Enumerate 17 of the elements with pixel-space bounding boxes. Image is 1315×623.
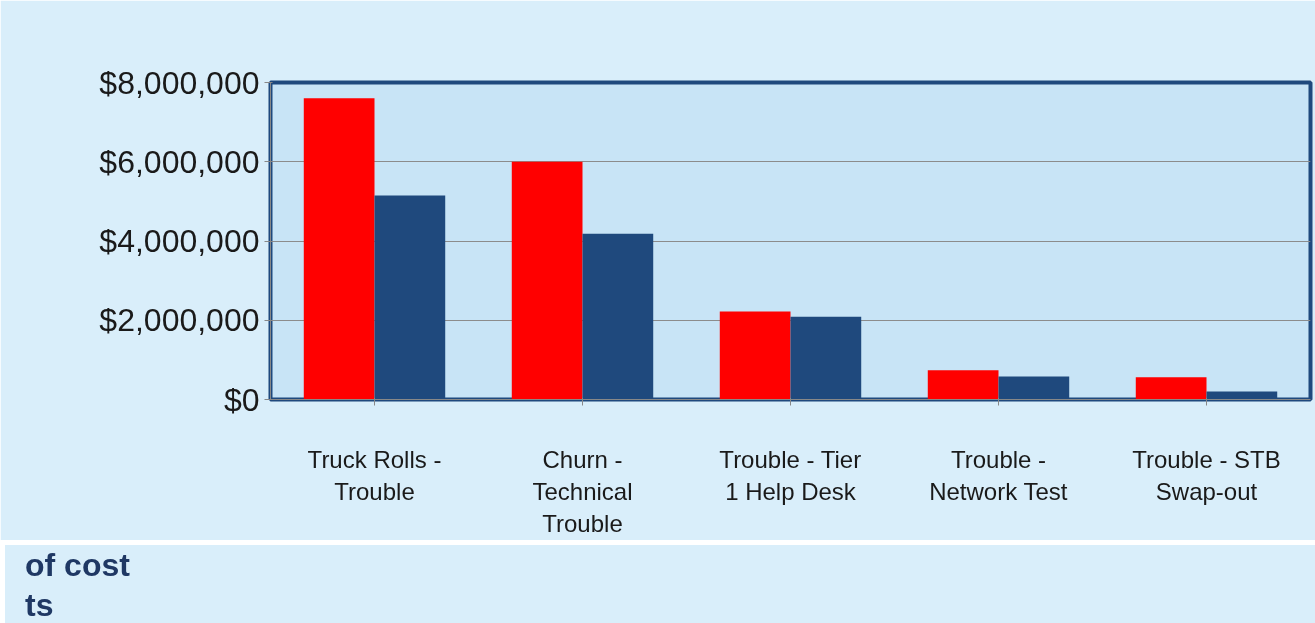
x-tick-label: Trouble - Network Test	[929, 445, 1068, 505]
y-tick-label: $0	[223, 381, 260, 418]
x-tick-label: Trouble - Tier 1 Help Desk	[719, 445, 862, 505]
bar	[303, 98, 375, 400]
bar	[927, 370, 999, 400]
bar	[719, 311, 791, 400]
bar	[1135, 377, 1207, 400]
text: of cost	[25, 547, 130, 583]
x-tick-label: Truck Rolls - Trouble	[307, 445, 442, 505]
y-tick-label: $6,000,000	[99, 143, 260, 180]
x-tick-label: Churn - Technical Trouble	[532, 445, 633, 538]
bar	[511, 161, 583, 400]
text: ts	[25, 587, 54, 623]
y-tick-label: $4,000,000	[99, 223, 260, 259]
y-tick-label: $2,000,000	[99, 302, 260, 339]
y-tick-label: $8,000,000	[99, 64, 260, 101]
x-tick-label: Trouble - STB Swap-out	[1132, 445, 1281, 505]
